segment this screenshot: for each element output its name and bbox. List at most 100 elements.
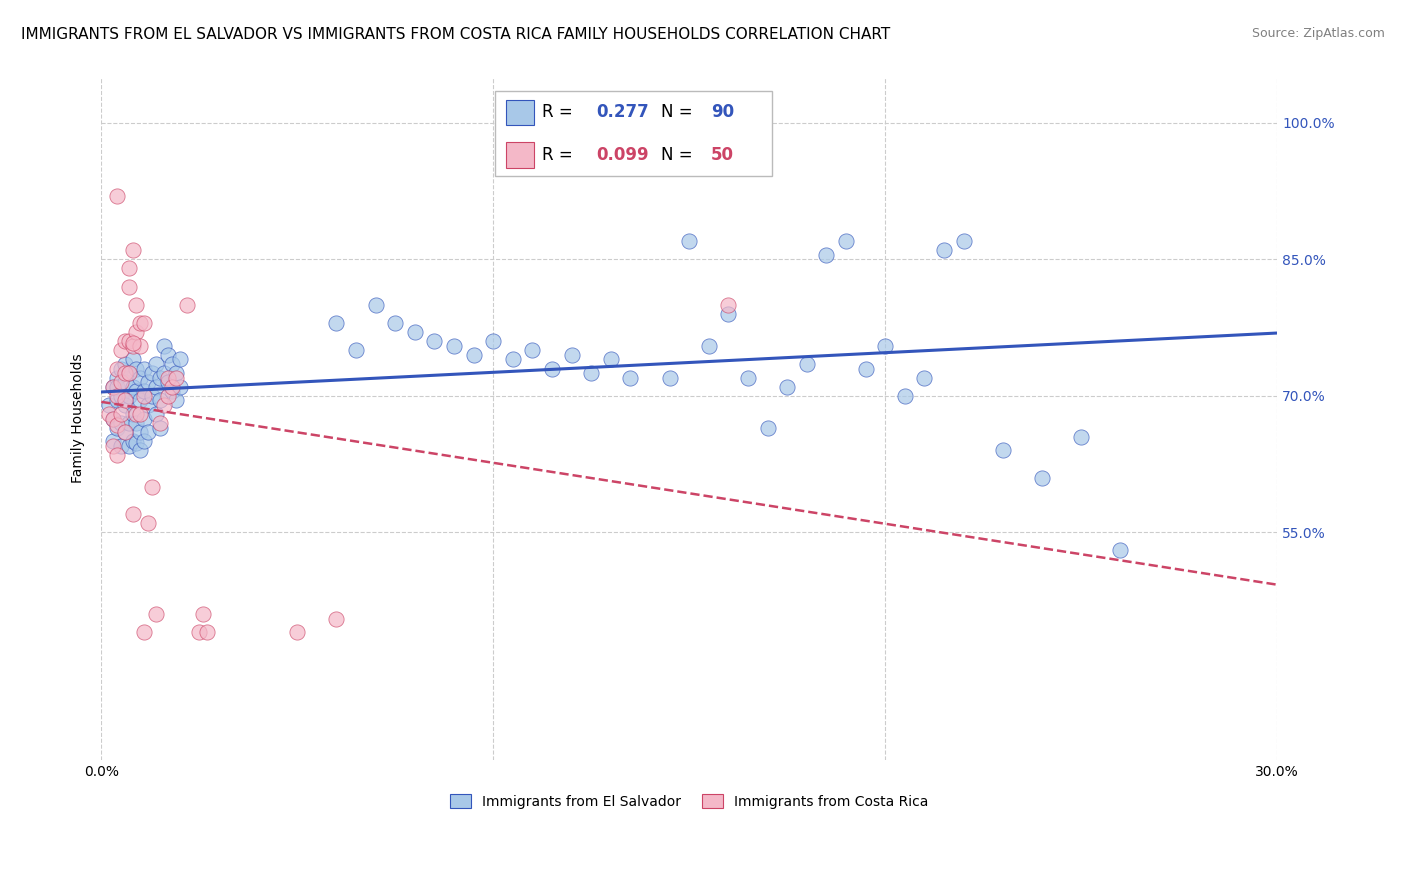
- Point: [125, 416, 148, 430]
- Point: [697, 339, 720, 353]
- Point: [149, 370, 172, 384]
- Point: [121, 352, 143, 367]
- Point: [105, 389, 128, 403]
- Point: [125, 298, 148, 312]
- Point: [141, 389, 163, 403]
- Point: [118, 389, 141, 403]
- Point: [125, 407, 148, 421]
- Point: [114, 375, 136, 389]
- Point: [165, 393, 187, 408]
- Point: [114, 357, 136, 371]
- Point: [1031, 471, 1053, 485]
- Point: [776, 380, 799, 394]
- Point: [105, 380, 128, 394]
- Point: [423, 334, 446, 349]
- Point: [149, 420, 172, 434]
- Point: [136, 516, 159, 531]
- Point: [105, 420, 128, 434]
- Point: [134, 434, 156, 449]
- Point: [121, 434, 143, 449]
- Point: [129, 443, 152, 458]
- Point: [599, 352, 621, 367]
- Point: [136, 375, 159, 389]
- Point: [110, 407, 132, 421]
- Point: [145, 607, 167, 622]
- Point: [114, 334, 136, 349]
- Point: [325, 316, 347, 330]
- Point: [114, 425, 136, 440]
- Point: [364, 298, 387, 312]
- Point: [522, 343, 544, 358]
- Point: [125, 384, 148, 399]
- Point: [129, 407, 152, 421]
- Point: [101, 411, 124, 425]
- Point: [658, 370, 681, 384]
- Point: [118, 279, 141, 293]
- Point: [991, 443, 1014, 458]
- Point: [756, 420, 779, 434]
- Point: [156, 389, 179, 403]
- Point: [129, 316, 152, 330]
- Text: IMMIGRANTS FROM EL SALVADOR VS IMMIGRANTS FROM COSTA RICA FAMILY HOUSEHOLDS CORR: IMMIGRANTS FROM EL SALVADOR VS IMMIGRANT…: [21, 27, 890, 42]
- Point: [136, 425, 159, 440]
- Point: [134, 389, 156, 403]
- Point: [141, 366, 163, 380]
- Point: [561, 348, 583, 362]
- Point: [717, 307, 740, 321]
- Point: [110, 343, 132, 358]
- Point: [105, 393, 128, 408]
- Point: [129, 425, 152, 440]
- Point: [285, 625, 308, 640]
- Point: [134, 625, 156, 640]
- Point: [188, 625, 211, 640]
- Point: [118, 366, 141, 380]
- Point: [125, 325, 148, 339]
- Point: [145, 407, 167, 421]
- Point: [118, 439, 141, 453]
- Point: [110, 375, 132, 389]
- Point: [134, 384, 156, 399]
- Point: [638, 143, 661, 157]
- Point: [344, 343, 367, 358]
- Point: [105, 188, 128, 202]
- Point: [149, 416, 172, 430]
- Point: [121, 507, 143, 521]
- Point: [134, 361, 156, 376]
- Point: [165, 370, 187, 384]
- Point: [105, 448, 128, 462]
- Point: [141, 480, 163, 494]
- Point: [156, 348, 179, 362]
- Point: [1109, 543, 1132, 558]
- Point: [118, 366, 141, 380]
- Point: [914, 370, 936, 384]
- Point: [114, 425, 136, 440]
- Point: [160, 384, 183, 399]
- Point: [815, 248, 838, 262]
- Y-axis label: Family Households: Family Households: [72, 354, 86, 483]
- Point: [101, 380, 124, 394]
- Point: [1070, 430, 1092, 444]
- Point: [110, 361, 132, 376]
- Point: [125, 361, 148, 376]
- Point: [153, 366, 176, 380]
- Point: [129, 339, 152, 353]
- Point: [129, 370, 152, 384]
- Point: [176, 298, 198, 312]
- Point: [165, 366, 187, 380]
- Point: [118, 261, 141, 276]
- Point: [101, 434, 124, 449]
- Point: [101, 380, 124, 394]
- Point: [855, 361, 877, 376]
- Point: [136, 398, 159, 412]
- Point: [145, 357, 167, 371]
- Point: [105, 361, 128, 376]
- Point: [894, 389, 917, 403]
- Point: [153, 339, 176, 353]
- Point: [678, 234, 700, 248]
- Point: [581, 366, 603, 380]
- Point: [129, 393, 152, 408]
- Point: [110, 389, 132, 403]
- Point: [619, 370, 641, 384]
- Point: [110, 439, 132, 453]
- Point: [835, 234, 858, 248]
